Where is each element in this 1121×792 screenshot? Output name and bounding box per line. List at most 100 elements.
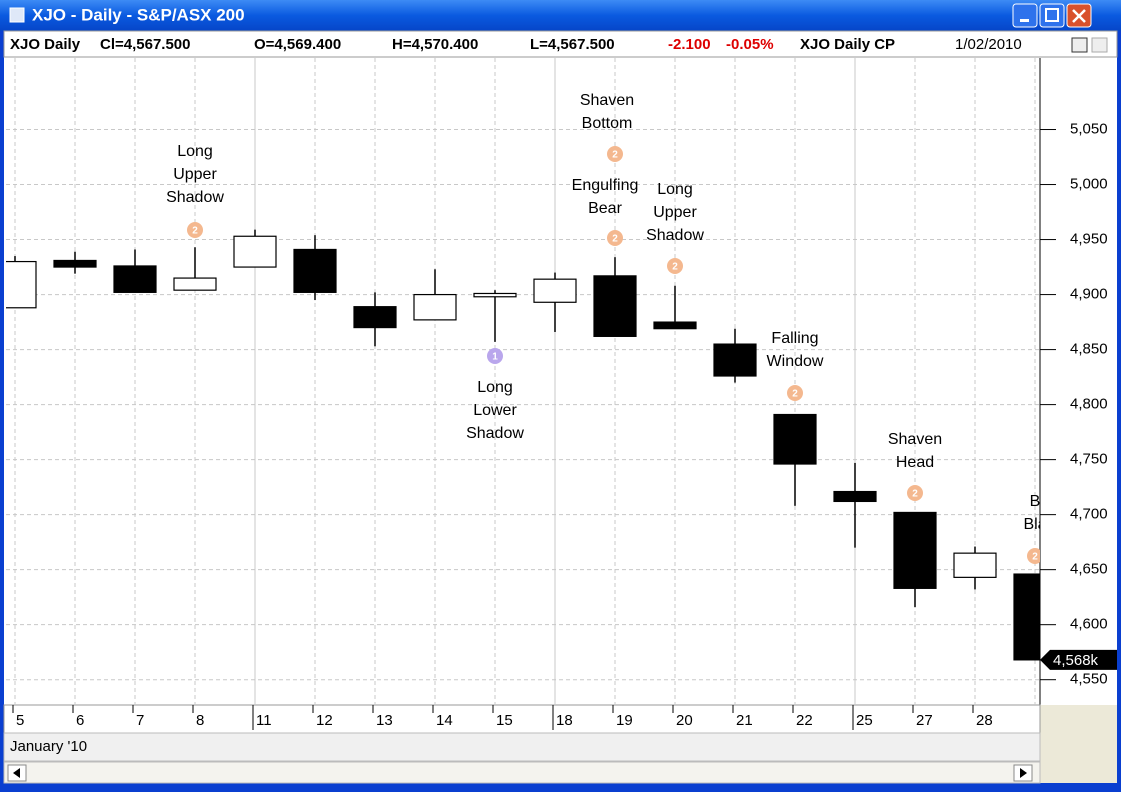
last-price-tag xyxy=(1040,649,1117,670)
candle-body xyxy=(653,321,697,330)
pattern-label: Engulfing xyxy=(572,177,639,194)
scroll-right-icon xyxy=(1020,768,1027,778)
close-pane[interactable] xyxy=(1091,37,1108,53)
candle-body xyxy=(113,265,157,293)
x-tick-label: 15 xyxy=(496,712,513,729)
pattern-marker-label: 2 xyxy=(192,226,198,237)
pattern-marker-label: 2 xyxy=(672,262,678,273)
pattern-label: Lower xyxy=(473,402,517,419)
x-tick-label: 27 xyxy=(916,712,933,729)
candle-body xyxy=(833,490,877,503)
candle-body xyxy=(473,292,517,298)
candle-body xyxy=(773,413,817,465)
pattern-label: Long xyxy=(657,181,693,198)
candle-body xyxy=(893,511,937,589)
pattern-marker xyxy=(607,230,623,246)
minimize-icon xyxy=(1020,19,1029,22)
period-bar xyxy=(3,732,1041,762)
x-tick-label: 6 xyxy=(76,712,84,729)
pattern-marker xyxy=(1027,548,1040,564)
x-tick-label: 20 xyxy=(676,712,693,729)
pattern-label: Upper xyxy=(653,204,697,221)
x-axis: 5 6 7 8 11 12 13 14 15 18 19 20 21 22 25 27 28 xyxy=(12,705,993,730)
app-icon xyxy=(9,7,25,23)
pattern-marker xyxy=(487,348,503,364)
x-tick-label: 11 xyxy=(256,712,272,729)
y-tick-label: 5,050 xyxy=(1070,120,1108,137)
y-tick-label: 4,900 xyxy=(1070,286,1108,303)
pattern-marker-label: 2 xyxy=(612,234,618,245)
pattern-label: Long xyxy=(477,379,513,396)
pattern-label: Bla xyxy=(1023,516,1046,533)
pattern-label: Bear xyxy=(588,200,622,217)
candle-body xyxy=(953,552,997,578)
y-tick-label: 4,850 xyxy=(1070,341,1108,358)
candle-body xyxy=(6,260,37,309)
pattern-label: Head xyxy=(896,454,934,471)
pattern-label: B xyxy=(1030,493,1041,510)
x-tick-label: 21 xyxy=(736,712,753,729)
candle-body xyxy=(233,235,277,268)
candle-body xyxy=(533,278,577,303)
pattern-label: Shadow xyxy=(166,189,224,206)
header-bar xyxy=(3,30,1118,58)
pattern-marker-label: 1 xyxy=(492,352,498,363)
pattern-label: Upper xyxy=(173,166,217,183)
scrollbar[interactable] xyxy=(3,761,1041,784)
pattern-label: Shaven xyxy=(888,431,942,448)
x-tick-label: 18 xyxy=(556,712,573,729)
y-axis: 4,550 4,600 4,650 4,700 4,750 4,800 4,850 4,900… xyxy=(1040,120,1108,688)
pattern-marker xyxy=(187,222,203,238)
y-tick-label: 4,700 xyxy=(1070,506,1108,523)
header-symbol: XJO Daily xyxy=(10,36,81,53)
y-tick-label: 4,550 xyxy=(1070,671,1108,688)
maximize-icon xyxy=(1045,8,1059,22)
pattern-marker-label: 2 xyxy=(792,389,798,400)
y-tick-label: 4,750 xyxy=(1070,451,1108,468)
window-title: XJO - Daily - S&P/ASX 200 xyxy=(32,5,245,24)
pattern-label: Shadow xyxy=(646,227,704,244)
period-label: January '10 xyxy=(10,738,87,755)
pattern-label: Shaven xyxy=(580,92,634,109)
pattern-marker xyxy=(907,485,923,501)
pattern-label: Long xyxy=(177,143,213,160)
header-high: H=4,570.400 xyxy=(392,36,478,53)
pattern-marker xyxy=(607,146,623,162)
x-tick-label: 14 xyxy=(436,712,453,729)
pattern-marker-label: 2 xyxy=(1032,552,1038,563)
header: XJO Daily Cl=4,567.500 O=4,569.400 H=4,5… xyxy=(10,36,895,53)
pattern-marker-label: 2 xyxy=(912,489,918,500)
title-bar xyxy=(0,0,1121,31)
last-price: 4,568k xyxy=(1053,652,1099,669)
header-open: O=4,569.400 xyxy=(254,36,341,53)
x-tick-label: 22 xyxy=(796,712,813,729)
x-tick-label: 7 xyxy=(136,712,144,729)
x-tick-label: 13 xyxy=(376,712,393,729)
candle-body xyxy=(53,259,97,268)
y-tick-label: 4,600 xyxy=(1070,616,1108,633)
corner-panel xyxy=(1040,705,1117,783)
pattern-label: Window xyxy=(767,353,824,370)
minimize-button[interactable] xyxy=(1012,3,1038,28)
candle-body xyxy=(173,277,217,291)
y-tick-label: 4,650 xyxy=(1070,561,1108,578)
header-change-pct: -0.05% xyxy=(726,36,774,53)
pattern-label: Falling xyxy=(771,330,818,347)
header-low: L=4,567.500 xyxy=(530,36,615,53)
pattern-label: Bottom xyxy=(582,115,633,132)
x-tick-label: 5 xyxy=(16,712,24,729)
x-axis-bar xyxy=(3,704,1041,734)
header-change: -2.100 xyxy=(668,36,711,53)
candle-body xyxy=(1013,573,1040,661)
plot: Long Upper Shadow 2 Long Lower Shadow 1 Shaven Bo… xyxy=(6,58,1046,705)
pattern-marker-label: 2 xyxy=(612,150,618,161)
candle-body xyxy=(413,293,457,321)
candle-body xyxy=(593,275,637,337)
pattern-label: Shadow xyxy=(466,425,524,442)
maximize-button[interactable] xyxy=(1039,3,1065,28)
client xyxy=(4,31,1117,783)
x-tick-label: 25 xyxy=(856,712,873,729)
restore-pane[interactable] xyxy=(1071,37,1088,53)
